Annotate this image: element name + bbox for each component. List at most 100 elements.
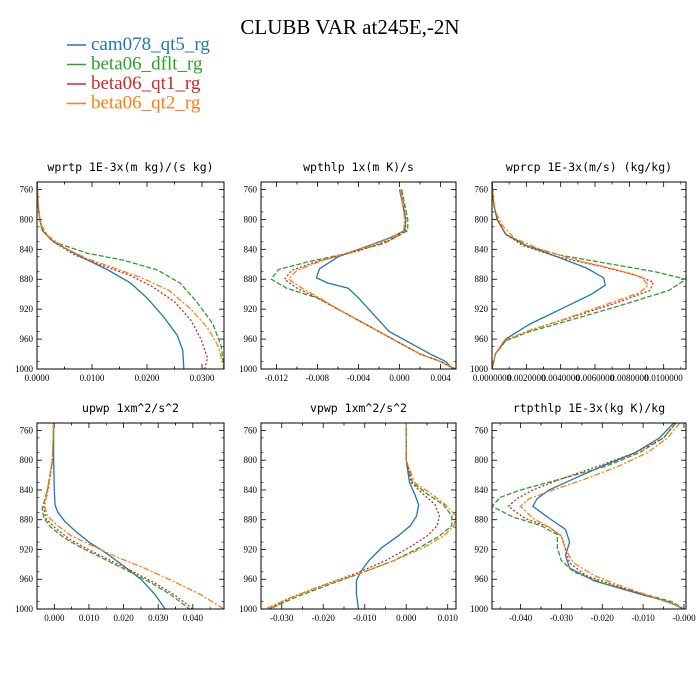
- x-tick-label: 0.000: [44, 613, 65, 623]
- x-tick-label: 0.0100: [80, 373, 105, 383]
- x-tick-label: 0.010: [438, 613, 459, 623]
- y-tick-label: 840: [475, 244, 489, 254]
- x-tick-label: -0.000: [672, 613, 696, 623]
- y-tick-label: 920: [475, 304, 489, 314]
- y-tick-label: 920: [475, 544, 489, 554]
- x-tick-label: -0.040: [509, 613, 533, 623]
- series-line-cam078_qt5_rg: [355, 423, 420, 609]
- series-line-beta06_qt2_rg: [43, 423, 224, 609]
- plot-frame: [36, 181, 225, 370]
- panel-4: upwp 1xm^2/s^2 760 800 840 880 920 960 1000 0.00…: [15, 401, 225, 623]
- series-line-beta06_dflt_rg: [492, 182, 686, 369]
- plot-frame: [36, 422, 225, 610]
- panel-title: vpwp 1xm^2/s^2: [310, 401, 407, 415]
- y-tick-label: 880: [244, 515, 258, 525]
- panel-title: wprtp 1E-3x(m kg)/(s kg): [47, 160, 213, 174]
- y-tick-label: 880: [20, 515, 34, 525]
- panel-title: upwp 1xm^2/s^2: [82, 401, 179, 415]
- panel-5: vpwp 1xm^2/s^2 760 800 840 880 920 960 1000 -0.0…: [239, 401, 458, 623]
- panel-6: rtpthlp 1E-3x(kg K)/kg 760 800 840 880 920 960…: [470, 401, 696, 623]
- series-line-beta06_qt1_rg: [283, 189, 455, 369]
- x-tick-label: 0.000: [396, 613, 417, 623]
- legend-entry: beta06_qt1_rg: [91, 73, 201, 94]
- x-tick-label: -0.010: [631, 613, 655, 623]
- x-tick-label: 0.030: [148, 613, 169, 623]
- series-line-beta06_qt2_rg: [519, 423, 685, 609]
- x-tick-label: -0.020: [312, 613, 336, 623]
- x-tick-label: 0.0100000: [645, 373, 684, 383]
- series-line-beta06_qt1_rg: [507, 423, 685, 609]
- series-line-cam078_qt5_rg: [315, 189, 454, 369]
- series-line-beta06_qt1_rg: [492, 182, 655, 369]
- x-tick-label: -0.012: [265, 373, 288, 383]
- y-tick-label: 760: [244, 184, 258, 194]
- plot-frame: [260, 422, 457, 610]
- x-tick-label: -0.010: [353, 613, 377, 623]
- x-tick-label: -0.030: [270, 613, 294, 623]
- series-line-beta06_qt1_rg: [43, 423, 194, 609]
- y-tick-label: 960: [475, 574, 489, 584]
- y-tick-label: 880: [475, 274, 489, 284]
- y-tick-label: 840: [20, 485, 34, 495]
- x-tick-label: 0.040: [183, 613, 204, 623]
- y-tick-label: 960: [20, 334, 34, 344]
- y-tick-label: 920: [20, 304, 34, 314]
- y-tick-label: 760: [20, 184, 34, 194]
- y-tick-label: 800: [244, 214, 258, 224]
- panel-2: wpthlp 1x(m K)/s 760 800 840 880 920 960 1000 -0…: [239, 160, 457, 383]
- series-line-cam078_qt5_rg: [37, 182, 185, 369]
- y-tick-label: 800: [20, 455, 34, 465]
- plot-frame: [491, 422, 687, 610]
- x-tick-label: 0.0300: [190, 373, 215, 383]
- panels: wprtp 1E-3x(m kg)/(s kg) 760 800 840 880 920 9…: [15, 160, 696, 623]
- x-tick-label: 0.0000000: [473, 373, 512, 383]
- y-tick-label: 800: [475, 214, 489, 224]
- y-tick-label: 800: [475, 455, 489, 465]
- series-line-beta06_dflt_rg: [41, 423, 190, 609]
- y-tick-label: 1000: [470, 604, 489, 614]
- series-line-beta06_qt2_rg: [37, 189, 224, 369]
- series-line-beta06_dflt_rg: [270, 189, 456, 369]
- y-tick-label: 760: [475, 184, 489, 194]
- x-tick-label: 0.0080000: [610, 373, 649, 383]
- legend-entry: beta06_dflt_rg: [91, 54, 203, 75]
- y-tick-label: 960: [20, 574, 34, 584]
- x-tick-label: 0.0200: [135, 373, 160, 383]
- y-tick-label: 1000: [15, 364, 34, 374]
- y-tick-label: 960: [244, 334, 258, 344]
- x-tick-label: -0.008: [306, 373, 330, 383]
- series-line-cam078_qt5_rg: [492, 182, 607, 369]
- x-tick-label: 0.0040000: [542, 373, 581, 383]
- x-tick-label: 0.020: [113, 613, 134, 623]
- y-tick-label: 920: [20, 544, 34, 554]
- series-line-beta06_qt2_rg: [264, 423, 456, 609]
- y-tick-label: 840: [475, 485, 489, 495]
- y-tick-label: 920: [244, 304, 258, 314]
- y-tick-label: 760: [244, 425, 258, 435]
- y-tick-label: 840: [244, 244, 258, 254]
- series-line-beta06_qt2_rg: [492, 189, 650, 369]
- x-tick-label: -0.020: [591, 613, 615, 623]
- y-tick-label: 960: [475, 334, 489, 344]
- y-tick-label: 840: [244, 485, 258, 495]
- x-tick-label: 0.004: [430, 373, 451, 383]
- y-tick-label: 1000: [239, 364, 258, 374]
- y-tick-label: 880: [20, 274, 34, 284]
- x-tick-label: 0.0000: [25, 373, 50, 383]
- y-tick-label: 1000: [15, 604, 34, 614]
- y-tick-label: 920: [244, 544, 258, 554]
- series-line-beta06_dflt_rg: [269, 423, 453, 609]
- x-tick-label: -0.004: [347, 373, 371, 383]
- y-tick-label: 880: [244, 274, 258, 284]
- series-line-beta06_qt1_rg: [37, 182, 209, 369]
- plot-frame: [491, 181, 687, 370]
- y-tick-label: 1000: [239, 604, 258, 614]
- plot-frame: [260, 181, 457, 370]
- y-tick-label: 800: [244, 455, 258, 465]
- y-tick-label: 880: [475, 515, 489, 525]
- x-tick-label: -0.030: [550, 613, 574, 623]
- x-tick-label: 0.0060000: [576, 373, 615, 383]
- figure-title: CLUBB VAR at245E,-2N: [240, 15, 459, 39]
- series-line-beta06_qt2_rg: [287, 189, 456, 369]
